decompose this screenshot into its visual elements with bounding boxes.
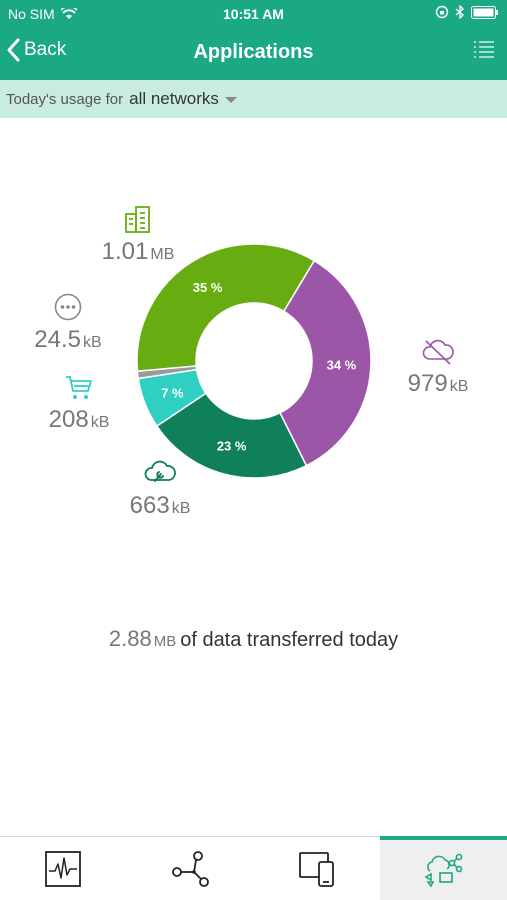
donut-slice-cloud-apps[interactable]	[278, 259, 372, 467]
usage-filter-bar: Today's usage for all networks	[0, 80, 507, 118]
cloud-apps-usage-unit: kB	[449, 378, 469, 395]
category-cloud-services[interactable]: 663 kB	[112, 458, 208, 520]
category-other[interactable]: 24.5 kB	[20, 292, 116, 354]
building-icon	[125, 206, 150, 233]
battery-icon	[471, 5, 498, 19]
donut-chart: 35 % 34 % 23 % 7 %	[136, 243, 372, 479]
other-usage-value: 24.5	[34, 326, 82, 353]
cloud-apps-usage-value: 979	[407, 370, 448, 397]
wifi-icon	[60, 8, 77, 19]
status-left: No SIM	[8, 6, 77, 22]
list-menu-icon	[474, 41, 494, 58]
activity-icon	[45, 850, 82, 887]
back-button[interactable]: Back	[6, 38, 66, 62]
tab-applications[interactable]	[380, 836, 507, 900]
tab-devices[interactable]	[254, 837, 381, 900]
status-right	[435, 5, 499, 19]
total-usage-caption: of data transferred today	[180, 629, 399, 651]
more-icon	[54, 293, 82, 321]
network-selector[interactable]: all networks	[129, 89, 237, 109]
back-label: Back	[24, 39, 67, 60]
donut-slice-label: 7 %	[161, 386, 184, 401]
menu-button[interactable]	[473, 40, 495, 67]
category-shopping[interactable]: 208 kB	[34, 374, 124, 434]
donut-slice-other[interactable]	[136, 365, 198, 380]
total-usage-summary: 2.88 MB of data transferred today	[0, 626, 507, 652]
business-usage-unit: MB	[150, 246, 175, 263]
applications-icon	[424, 853, 462, 888]
bluetooth-icon	[455, 5, 464, 19]
filter-label: Today's usage for	[6, 90, 124, 108]
category-business[interactable]: 1.01 MB	[88, 204, 188, 266]
chevron-left-icon	[7, 38, 20, 62]
cart-icon	[66, 376, 92, 399]
shopping-usage-value: 208	[48, 406, 89, 433]
bottom-tab-bar	[0, 836, 507, 900]
cloud-services-usage-unit: kB	[171, 500, 191, 517]
donut-slice-cloud-services[interactable]	[155, 392, 308, 479]
network-selector-value: all networks	[129, 89, 219, 108]
status-bar: No SIM 10:51 AM	[0, 0, 507, 28]
rotation-lock-icon	[435, 5, 449, 19]
donut-slice-business[interactable]	[136, 243, 316, 373]
cloud-services-usage-value: 663	[129, 492, 170, 519]
shopping-usage-unit: kB	[90, 414, 110, 431]
caret-down-icon	[224, 97, 237, 103]
tab-network[interactable]	[127, 837, 254, 900]
nav-bar: Back Applications	[0, 28, 507, 80]
tab-activity[interactable]	[0, 837, 127, 900]
usage-chart: 35 % 34 % 23 % 7 % 1.01 MB 24.5 kB	[0, 118, 507, 558]
total-usage-value: 2.88	[108, 626, 152, 651]
status-time: 10:51 AM	[223, 6, 284, 22]
devices-icon	[298, 851, 334, 887]
donut-slice-label: 35 %	[193, 280, 223, 295]
business-usage-value: 1.01	[101, 238, 149, 265]
other-usage-unit: kB	[83, 334, 102, 351]
donut-slice-label: 23 %	[217, 439, 247, 454]
category-cloud-apps[interactable]: 979 kB	[396, 338, 480, 398]
donut-slice-label: 34 %	[327, 357, 357, 372]
cloud-off-icon	[422, 339, 454, 365]
page-title: Applications	[193, 41, 314, 63]
network-icon	[172, 850, 210, 887]
carrier-label: No SIM	[8, 6, 55, 22]
total-usage-unit: MB	[153, 633, 177, 650]
cloud-wrench-icon	[144, 460, 176, 482]
